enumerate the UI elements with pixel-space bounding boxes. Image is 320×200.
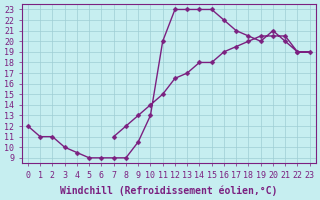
X-axis label: Windchill (Refroidissement éolien,°C): Windchill (Refroidissement éolien,°C) <box>60 185 277 196</box>
